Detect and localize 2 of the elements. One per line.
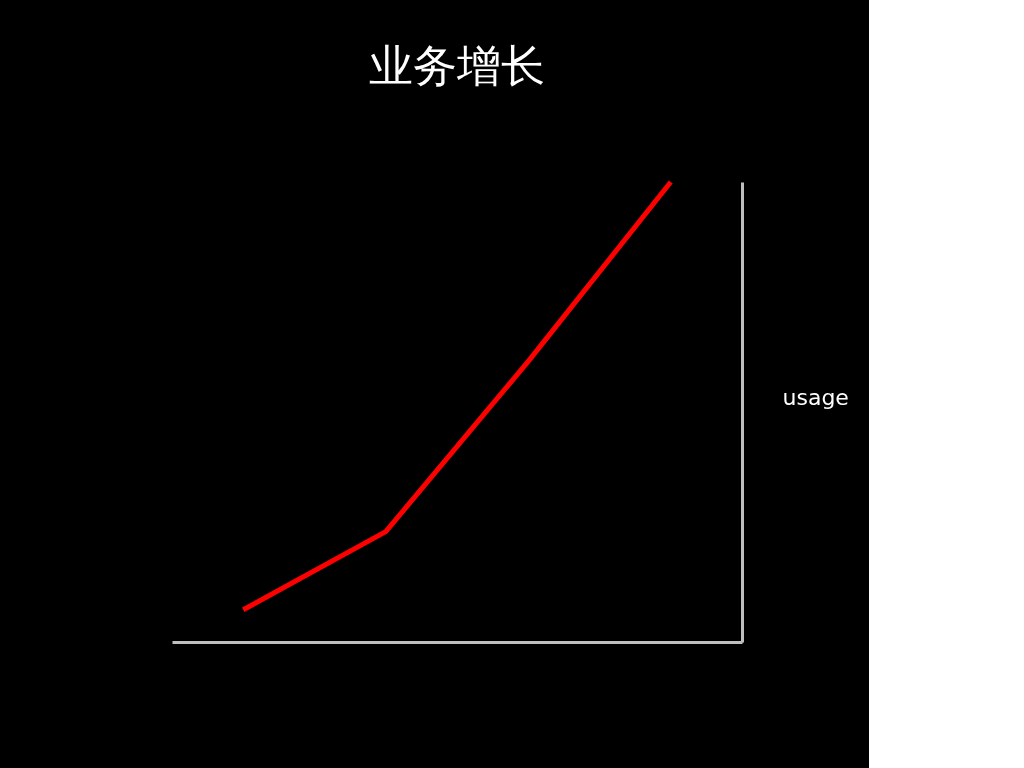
y-axis-title: usage: [782, 384, 849, 410]
chart-title: 业务增长: [369, 39, 545, 91]
